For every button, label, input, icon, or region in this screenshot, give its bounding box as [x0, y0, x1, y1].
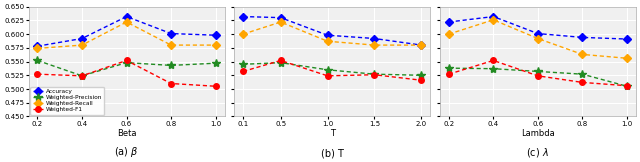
X-axis label: Lambda: Lambda: [521, 129, 555, 138]
X-axis label: Beta: Beta: [117, 129, 136, 138]
Legend: Accuracy, Weighted-Precision, Weighted-Recall, Weighted-F1: Accuracy, Weighted-Precision, Weighted-R…: [30, 87, 104, 115]
Text: (b) T: (b) T: [321, 149, 344, 159]
X-axis label: T: T: [330, 129, 335, 138]
Text: (c) $\lambda$: (c) $\lambda$: [527, 146, 549, 159]
Text: (a) $\beta$: (a) $\beta$: [115, 145, 139, 159]
